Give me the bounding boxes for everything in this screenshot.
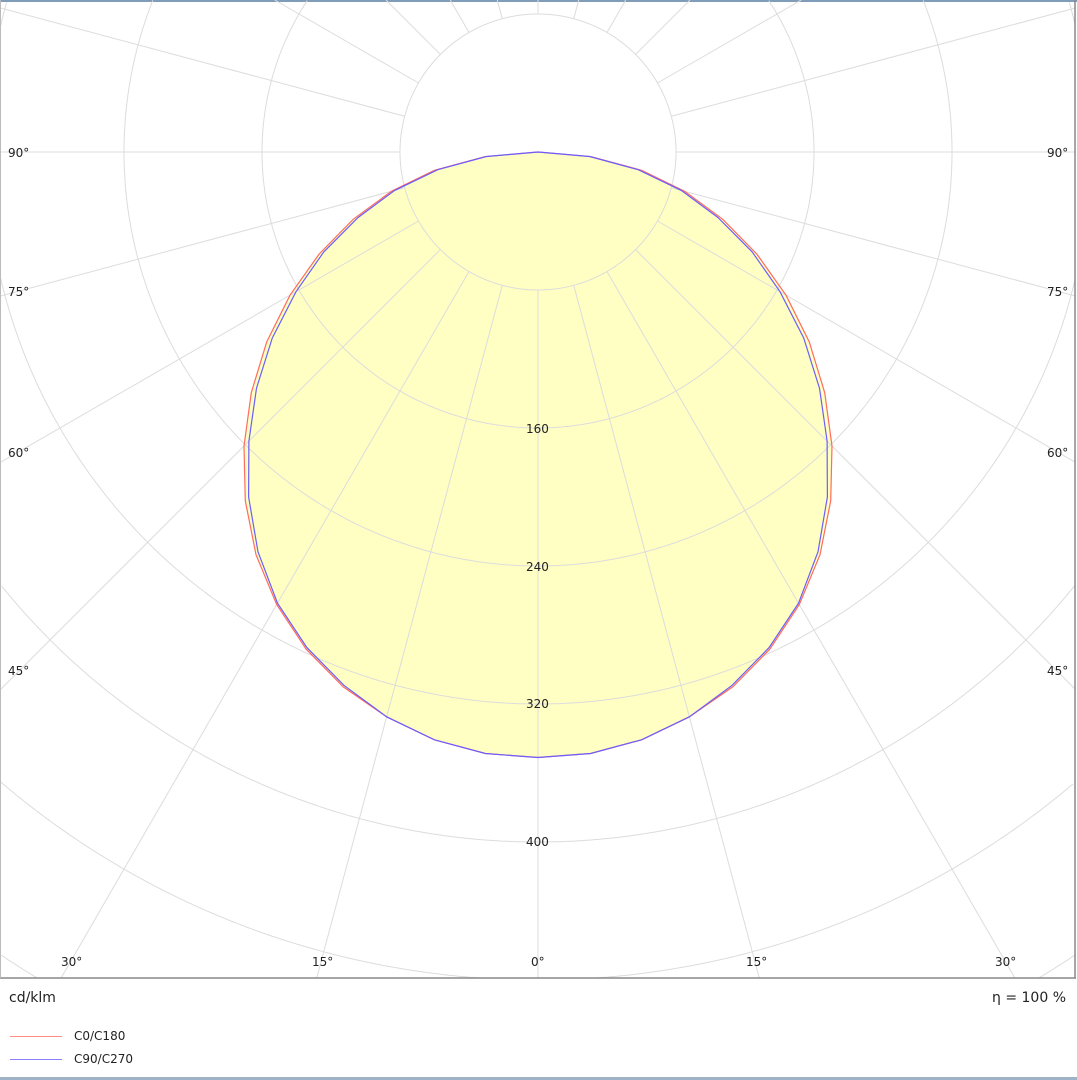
grid-spoke-45 (635, 249, 1076, 690)
radial-tick-240: 240 (526, 560, 549, 574)
angle-label-left-45: 45° (8, 664, 30, 678)
angle-label-right-45: 45° (1047, 664, 1069, 678)
unit-label: cd/klm (9, 990, 56, 1006)
grid-spoke--15 (316, 285, 503, 979)
legend-swatch-blue (10, 1058, 62, 1060)
legend-label: C0/C180 (74, 1029, 126, 1043)
grid-spoke--60 (0, 220, 419, 464)
grid-spoke-120 (657, 0, 802, 84)
radial-tick-160: 160 (526, 422, 549, 436)
grid-spoke--45 (0, 249, 441, 691)
legend-item-c90-c270: C90/C270 (10, 1052, 133, 1066)
bottom-border (0, 1077, 1077, 1080)
angle-label-bottom-30-left: 30° (61, 955, 83, 969)
angle-label-left-90: 90° (8, 146, 30, 160)
grid-spoke-105 (671, 7, 1076, 117)
angle-label-bottom-0: 0° (531, 955, 545, 969)
grid-spoke-15 (573, 285, 760, 979)
grid-circle-560 (1, 954, 1075, 979)
grid-spoke-60 (657, 220, 1076, 463)
grid-spoke-165 (573, 0, 580, 19)
angle-label-left-60: 60° (8, 446, 30, 460)
angle-label-right-75: 75° (1047, 285, 1069, 299)
series-line-c90-c270 (247, 151, 829, 759)
grid-spoke--120 (274, 0, 419, 84)
angle-label-left-75: 75° (8, 285, 30, 299)
angle-label-bottom-15-left: 15° (312, 955, 334, 969)
angle-label-right-90: 90° (1047, 146, 1069, 160)
grid-spoke--135 (385, 0, 441, 55)
grid-circle-160 (261, 0, 815, 429)
legend-swatch-red (10, 1035, 62, 1037)
grid-spoke--105 (0, 7, 405, 117)
radial-tick-320: 320 (526, 697, 549, 711)
efficiency-label: η = 100 % (992, 990, 1066, 1006)
legend-item-c0-c180: C0/C180 (10, 1029, 125, 1043)
grid-spoke--150 (449, 0, 470, 33)
grid-spoke-30 (606, 271, 1016, 979)
legend-label: C90/C270 (74, 1052, 133, 1066)
angle-label-bottom-30-right: 30° (995, 955, 1017, 969)
radial-tick-400: 400 (526, 835, 549, 849)
grid-spoke--165 (496, 0, 503, 19)
grid-circle-480 (0, 781, 1074, 979)
angle-label-bottom-15-right: 15° (746, 955, 768, 969)
angle-label-right-60: 60° (1047, 446, 1069, 460)
grid-spoke-75 (671, 187, 1076, 297)
grid-spoke--75 (0, 187, 405, 297)
grid-circle-240 (123, 0, 953, 567)
grid-spoke-135 (635, 0, 691, 55)
grid-spoke--30 (60, 271, 470, 979)
grid-spoke-150 (606, 0, 627, 33)
grid-circle-320 (0, 2, 1076, 705)
